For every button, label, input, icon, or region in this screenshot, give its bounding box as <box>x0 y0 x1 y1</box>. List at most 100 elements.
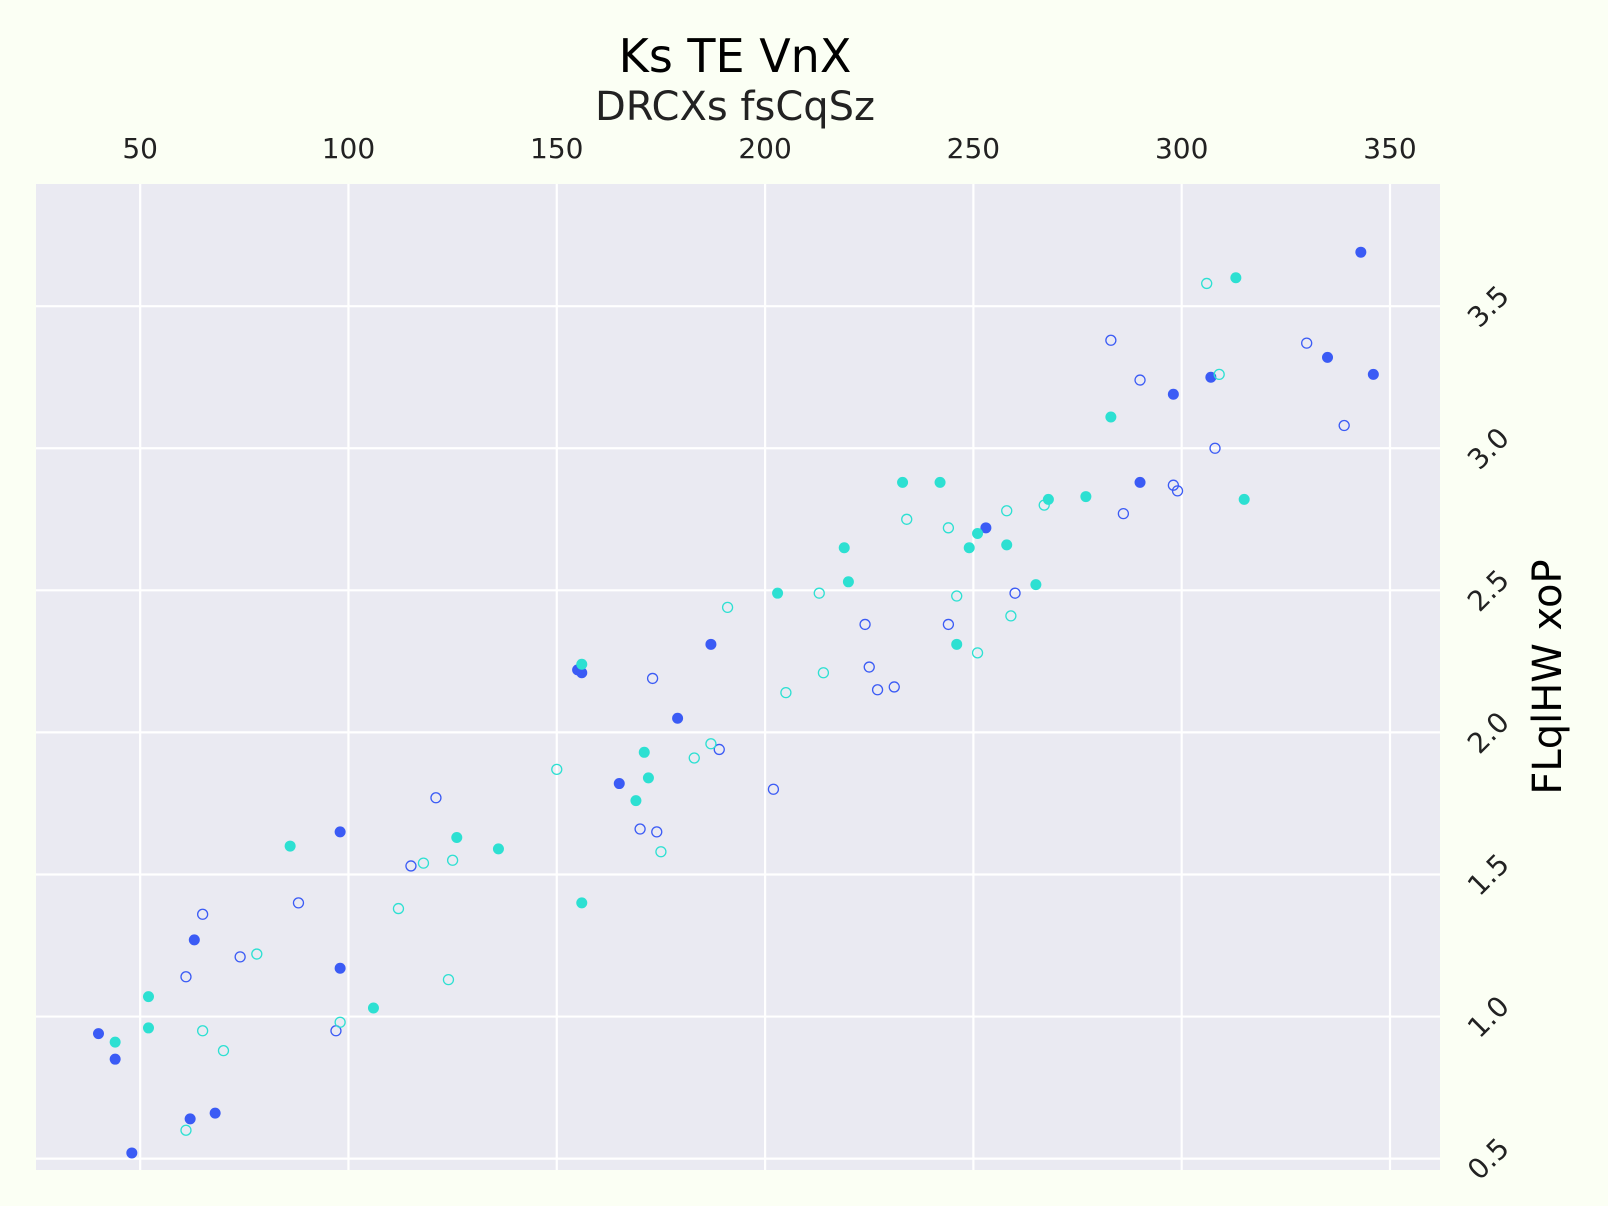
y-tick-label: 2.0 <box>1461 705 1516 760</box>
data-point <box>672 712 684 724</box>
data-point <box>92 1028 104 1040</box>
data-point <box>972 528 984 540</box>
x-tick-label: 300 <box>1155 132 1208 165</box>
data-point <box>551 763 563 775</box>
data-point <box>292 897 305 909</box>
y-axis-label: FLqlHW xoP <box>1525 559 1571 794</box>
data-point <box>888 681 900 693</box>
data-point <box>142 1022 154 1034</box>
data-point <box>1009 587 1021 599</box>
data-point <box>863 661 875 673</box>
data-point <box>1001 539 1013 551</box>
data-point <box>1038 499 1050 511</box>
data-point <box>980 522 992 534</box>
y-axis-ticks: 0.5 1.0 1.5 2.0 2.5 3.0 3.5 <box>1461 279 1516 1186</box>
data-point <box>638 746 650 758</box>
data-point <box>1001 505 1013 517</box>
data-point <box>451 832 463 844</box>
data-point <box>951 638 963 650</box>
data-point <box>1005 610 1017 622</box>
data-point <box>576 658 588 670</box>
data-point <box>405 860 417 872</box>
data-point <box>1030 579 1042 591</box>
data-point <box>859 618 871 631</box>
x-tick-label: 100 <box>322 132 375 165</box>
data-point <box>688 752 700 764</box>
data-point <box>1167 479 1180 491</box>
x-tick-label: 200 <box>738 132 791 165</box>
data-point <box>838 542 850 554</box>
data-point <box>417 857 430 869</box>
data-point <box>184 1113 196 1125</box>
data-point <box>1117 507 1130 520</box>
data-point <box>1355 246 1367 258</box>
data-point <box>1134 374 1146 386</box>
data-point <box>251 948 263 960</box>
data-point <box>1201 277 1213 290</box>
data-point <box>1301 337 1313 349</box>
data-point <box>1213 368 1225 381</box>
data-point <box>1209 442 1221 454</box>
data-points <box>92 246 1379 1159</box>
data-point <box>1171 485 1184 497</box>
data-point <box>430 792 442 804</box>
data-point <box>963 542 975 554</box>
chart-title: Ks TE VnX <box>619 29 852 83</box>
grid <box>36 184 1440 1170</box>
data-point <box>842 576 854 588</box>
x-tick-label: 250 <box>947 132 1000 165</box>
y-tick-label: 1.5 <box>1461 847 1516 902</box>
data-point <box>1322 351 1334 363</box>
x-axis-ticks: 50 100 150 200 250 300 350 <box>122 132 1416 165</box>
data-point <box>188 934 200 946</box>
data-point <box>109 1053 121 1065</box>
data-point <box>196 1025 209 1037</box>
data-point <box>1338 419 1350 432</box>
data-point <box>392 902 405 915</box>
data-point <box>713 743 725 756</box>
data-point <box>705 738 717 750</box>
data-point <box>942 522 955 534</box>
x-tick-label: 150 <box>530 132 583 165</box>
data-point <box>334 962 346 974</box>
data-point <box>1105 411 1117 423</box>
y-tick-label: 1.0 <box>1461 990 1516 1045</box>
data-point <box>576 667 588 679</box>
data-point <box>642 772 654 784</box>
data-point <box>334 826 346 838</box>
data-point <box>871 684 884 696</box>
y-tick-label: 0.5 <box>1461 1132 1516 1187</box>
data-point <box>772 587 784 599</box>
data-point <box>897 476 909 488</box>
data-point <box>646 672 659 685</box>
data-point <box>1238 493 1250 505</box>
data-point <box>576 897 588 909</box>
x-tick-label: 50 <box>122 132 158 165</box>
data-point <box>721 601 734 614</box>
data-point <box>901 513 913 525</box>
data-point <box>1134 476 1146 488</box>
data-point <box>971 647 984 659</box>
data-point <box>942 618 955 631</box>
x-tick-label: 350 <box>1363 132 1416 165</box>
data-point <box>109 1036 121 1048</box>
data-point <box>126 1147 138 1159</box>
y-tick-label: 2.5 <box>1461 563 1516 618</box>
data-point <box>142 991 154 1003</box>
data-point <box>630 795 642 807</box>
data-point <box>1080 491 1092 503</box>
data-point <box>492 843 504 855</box>
data-point <box>209 1107 221 1119</box>
data-point <box>446 854 459 866</box>
data-point <box>196 908 209 920</box>
data-point <box>817 667 830 679</box>
data-point <box>367 1002 379 1014</box>
data-point <box>180 971 192 983</box>
plot-area <box>36 184 1440 1170</box>
data-point <box>180 1124 192 1136</box>
data-point <box>1105 334 1117 346</box>
y-tick-label: 3.5 <box>1461 279 1516 334</box>
data-point <box>651 826 663 838</box>
chart-subtitle: DRCXs fsCqSz <box>595 84 875 130</box>
